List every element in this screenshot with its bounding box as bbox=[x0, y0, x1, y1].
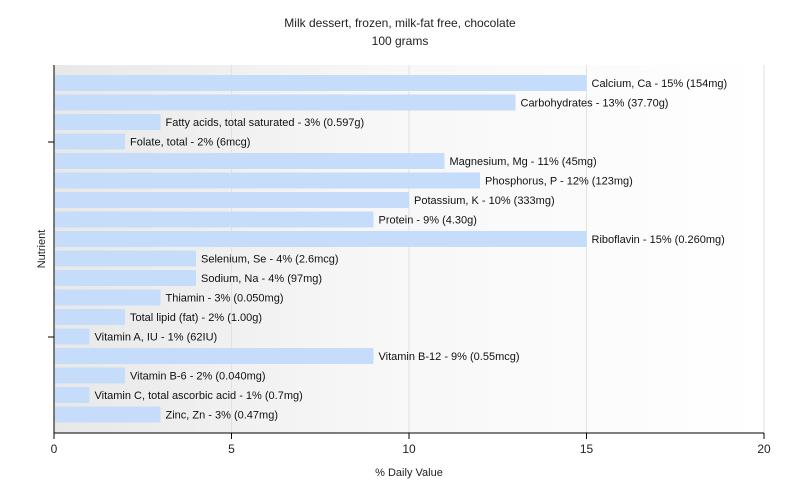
bar-labels: Calcium, Ca - 15% (154mg) Carbohydrates -… bbox=[95, 78, 728, 422]
bar-value-label: Fatty acids, total saturated - 3% (0.597… bbox=[166, 117, 365, 129]
x-tick-label: 10 bbox=[402, 442, 416, 456]
bar-value-label: Vitamin B-12 - 9% (0.55mcg) bbox=[379, 351, 520, 363]
bar-value-label: Riboflavin - 15% (0.260mg) bbox=[592, 234, 725, 246]
bar bbox=[55, 94, 516, 111]
bar-value-label: Selenium, Se - 4% (2.6mcg) bbox=[201, 254, 339, 266]
x-tick-label: 0 bbox=[51, 442, 58, 456]
x-tick-label: 20 bbox=[757, 442, 771, 456]
bar-value-label: Thiamin - 3% (0.050mg) bbox=[166, 293, 284, 305]
bar-value-label: Sodium, Na - 4% (97mg) bbox=[201, 273, 322, 285]
bar bbox=[55, 172, 480, 189]
bar-value-label: Zinc, Zn - 3% (0.47mg) bbox=[166, 410, 278, 422]
bar-value-label: Phosphorus, P - 12% (123mg) bbox=[485, 176, 633, 188]
bar-value-label: Protein - 9% (4.30g) bbox=[379, 215, 477, 227]
bar-value-label: Vitamin A, IU - 1% (62IU) bbox=[95, 332, 218, 344]
bar bbox=[55, 309, 125, 325]
bars bbox=[55, 75, 587, 423]
bar bbox=[55, 387, 90, 403]
chart-title: Milk dessert, frozen, milk-fat free, cho… bbox=[284, 16, 516, 30]
x-tick-label: 15 bbox=[580, 442, 594, 456]
x-axis-ticks: 0 5 10 15 20 bbox=[51, 433, 771, 456]
bar-value-label: Calcium, Ca - 15% (154mg) bbox=[592, 78, 728, 90]
bar-value-label: Total lipid (fat) - 2% (1.00g) bbox=[130, 312, 262, 324]
bar bbox=[55, 192, 409, 208]
bar bbox=[55, 289, 161, 306]
bar-value-label: Magnesium, Mg - 11% (45mg) bbox=[450, 156, 597, 168]
x-axis-title: % Daily Value bbox=[375, 467, 443, 479]
y-axis-title: Nutrient bbox=[36, 230, 48, 269]
bar bbox=[55, 75, 587, 91]
bar-value-label: Folate, total - 2% (6mcg) bbox=[130, 137, 250, 149]
bar bbox=[55, 328, 90, 345]
bar bbox=[55, 367, 125, 384]
bar bbox=[55, 133, 125, 150]
bar bbox=[55, 153, 445, 169]
bar bbox=[55, 250, 196, 267]
bar bbox=[55, 348, 374, 364]
bar-value-label: Vitamin B-6 - 2% (0.040mg) bbox=[130, 371, 266, 383]
bar-value-label: Vitamin C, total ascorbic acid - 1% (0.7… bbox=[95, 390, 303, 402]
bar-value-label: Potassium, K - 10% (333mg) bbox=[414, 195, 555, 207]
bar bbox=[55, 211, 374, 228]
chart-subtitle: 100 grams bbox=[372, 34, 429, 48]
bar bbox=[55, 114, 161, 130]
bar-value-label: Carbohydrates - 13% (37.70g) bbox=[521, 98, 669, 110]
bar bbox=[55, 231, 587, 247]
bar bbox=[55, 406, 161, 423]
x-tick-label: 5 bbox=[228, 442, 235, 456]
bar bbox=[55, 270, 196, 286]
